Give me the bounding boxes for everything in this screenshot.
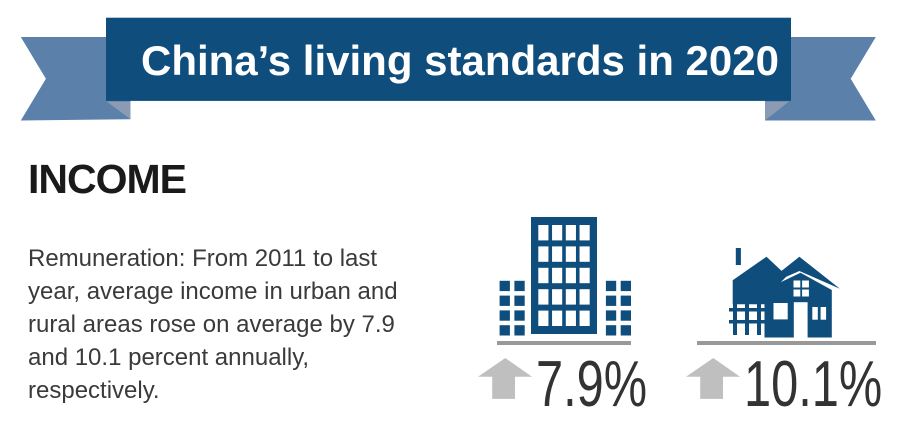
svg-text:China’s living standards in 20: China’s living standards in 2020 xyxy=(141,37,779,84)
